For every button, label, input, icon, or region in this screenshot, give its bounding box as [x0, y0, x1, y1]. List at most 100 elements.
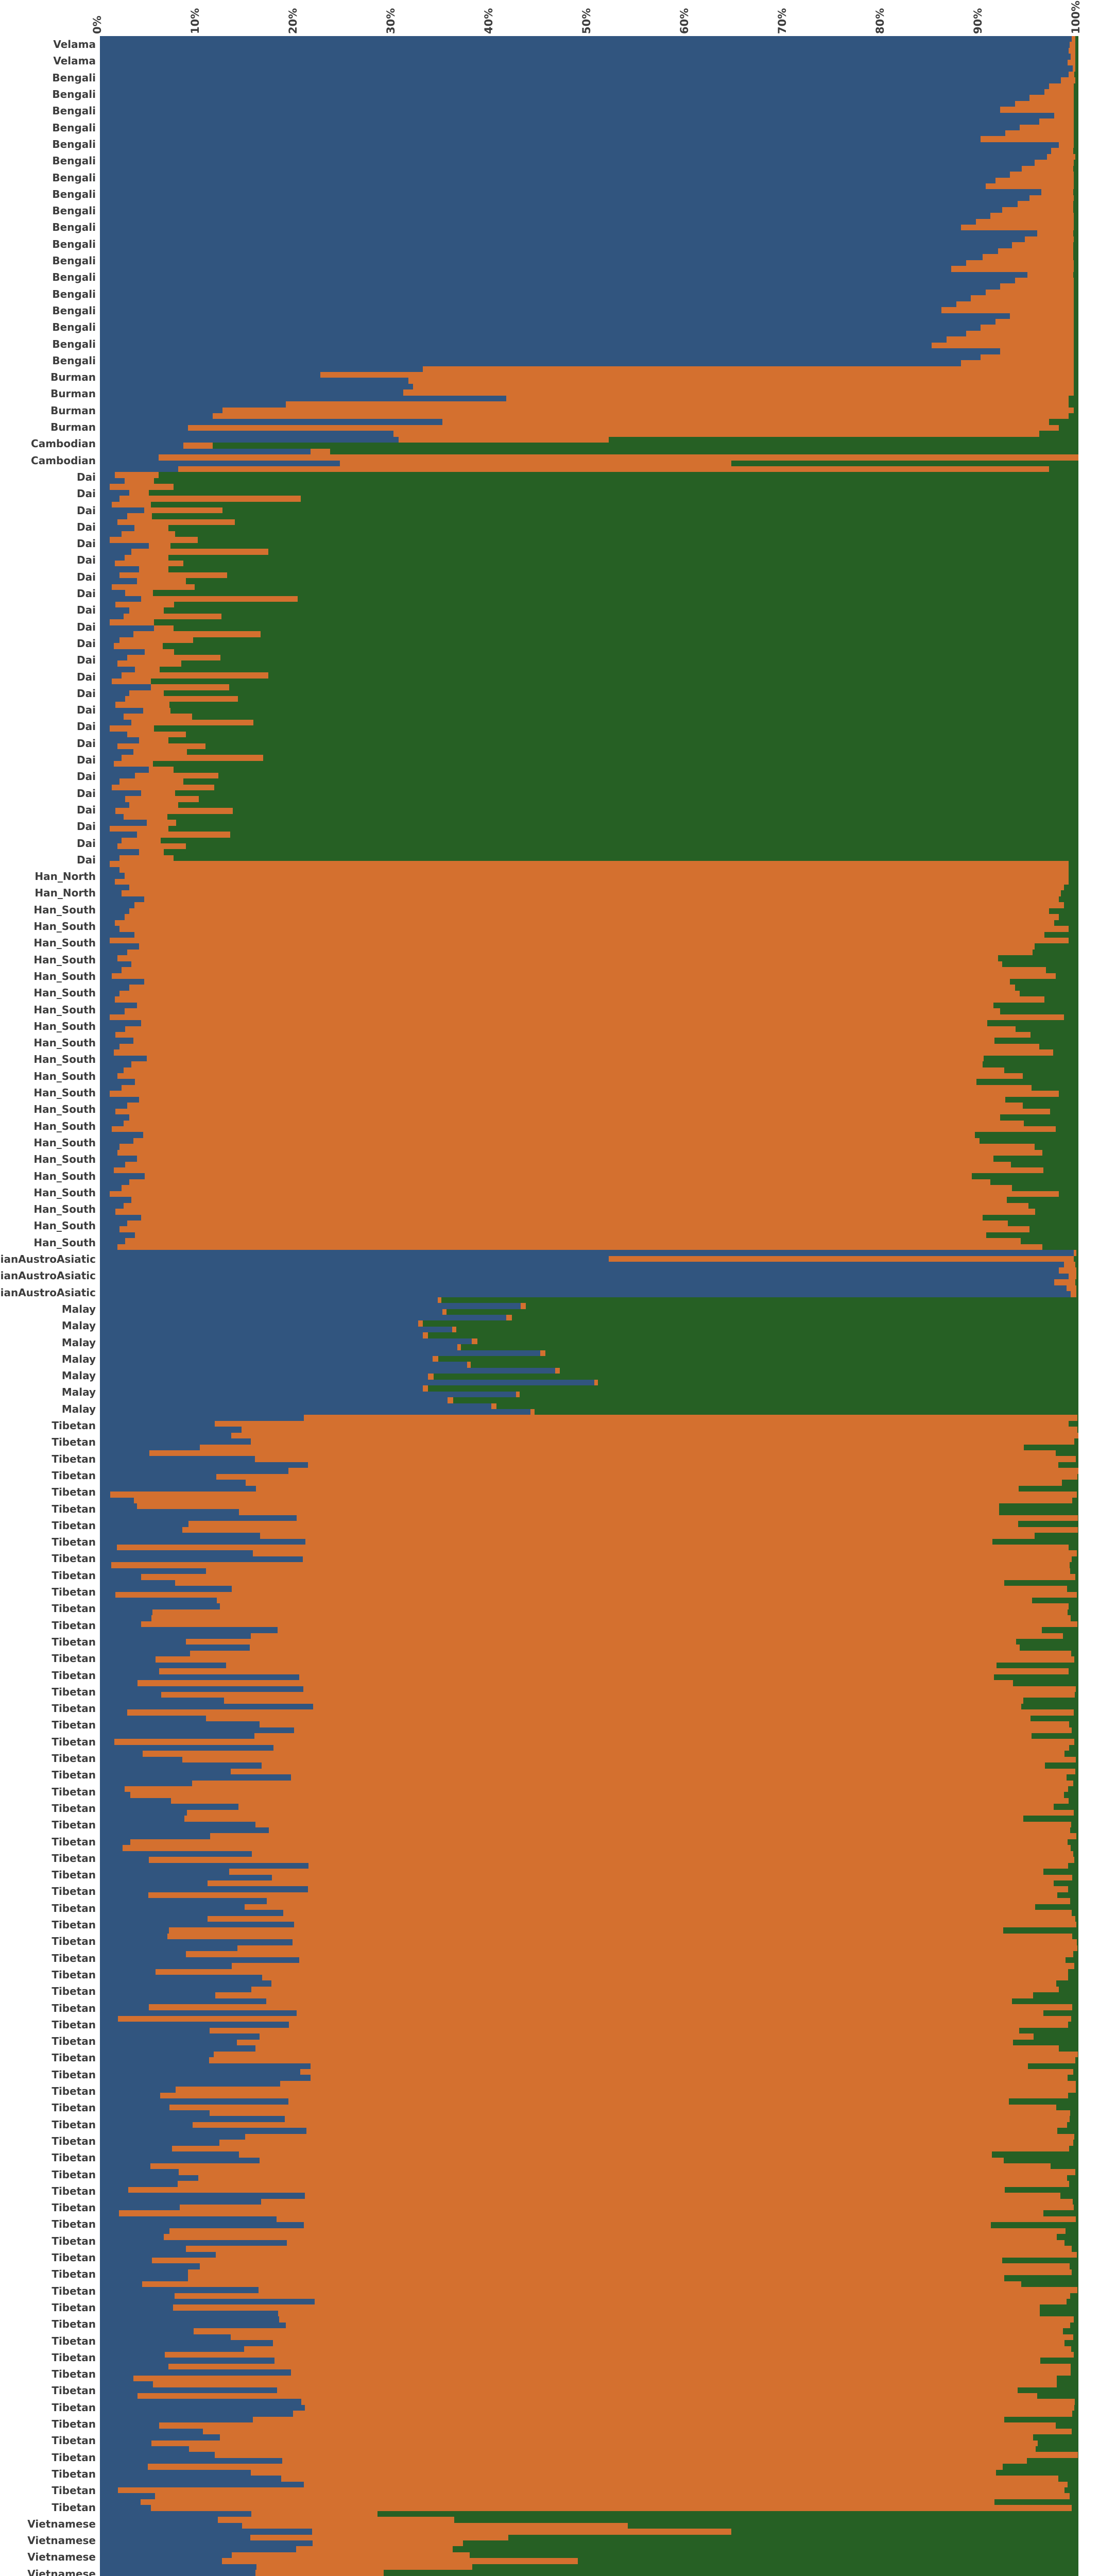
segment-component-3	[423, 1320, 1078, 1327]
admixture-bar-row	[100, 2205, 1078, 2211]
segment-component-3	[1075, 42, 1078, 48]
admixture-bar-row	[100, 1374, 1078, 1380]
segment-component-1	[100, 602, 116, 608]
segment-component-1	[100, 2193, 305, 2199]
admixture-bar-row	[100, 348, 1078, 355]
y-tick-label: Malay	[61, 1336, 96, 1349]
segment-component-3	[1073, 378, 1078, 384]
segment-component-1	[100, 1804, 238, 1810]
admixture-bar-row	[100, 990, 1078, 997]
segment-component-3	[1011, 1998, 1078, 2005]
segment-component-1	[100, 1586, 232, 1592]
segment-component-1	[100, 172, 1010, 178]
segment-component-2	[141, 1214, 983, 1221]
admixture-bar-row	[100, 537, 1078, 544]
admixture-bar-row	[100, 2452, 1078, 2459]
segment-component-2	[452, 1326, 456, 1333]
segment-component-2	[1059, 1267, 1077, 1274]
y-tick-label: Dai	[77, 537, 96, 550]
admixture-bar-row	[100, 1209, 1078, 1215]
segment-component-2	[129, 1114, 1000, 1121]
admixture-bar-row	[100, 2033, 1078, 2040]
segment-component-2	[153, 625, 174, 632]
segment-component-3	[1020, 1645, 1078, 1651]
segment-component-1	[100, 1038, 133, 1044]
segment-component-1	[100, 2481, 304, 2488]
segment-component-2	[301, 2399, 1075, 2405]
admixture-bar-row	[100, 172, 1078, 178]
segment-component-1	[100, 1173, 145, 1180]
segment-component-2	[173, 2304, 1040, 2311]
segment-component-1	[100, 1132, 143, 1139]
segment-component-2	[1037, 230, 1074, 237]
segment-component-2	[131, 1197, 1007, 1204]
segment-component-2	[222, 2558, 578, 2565]
segment-component-2	[151, 2440, 1038, 2447]
admixture-bar-row	[100, 784, 1078, 791]
admixture-bar-row	[100, 1945, 1078, 1952]
y-tick-label: Dai	[77, 787, 96, 800]
admixture-bar-row	[100, 566, 1078, 573]
y-tick-label: Cambodian	[31, 454, 96, 467]
segment-component-2	[134, 931, 1044, 938]
segment-component-2	[1020, 124, 1074, 131]
segment-component-2	[176, 2087, 1076, 2093]
segment-component-3	[1075, 1768, 1078, 1775]
segment-component-1	[100, 371, 320, 378]
admixture-bar-row	[100, 1591, 1078, 1598]
segment-component-1	[100, 1438, 251, 1445]
segment-component-3	[1075, 2169, 1078, 2176]
segment-component-3	[998, 955, 1078, 962]
segment-component-3	[1075, 47, 1078, 54]
admixture-bar-row	[100, 1603, 1078, 1610]
admixture-bar-row	[100, 1515, 1078, 1521]
segment-component-3	[994, 2499, 1078, 2505]
admixture-bar-row	[100, 277, 1078, 284]
segment-component-2	[115, 1031, 1031, 1038]
segment-component-3	[1021, 2281, 1078, 2287]
segment-component-3	[1045, 1762, 1078, 1769]
segment-component-2	[258, 2287, 1078, 2294]
segment-component-3	[461, 1344, 1078, 1351]
segment-component-1	[100, 448, 311, 455]
admixture-bar-row	[100, 2110, 1078, 2117]
segment-component-3	[1073, 130, 1078, 137]
segment-component-3	[1076, 1291, 1078, 1298]
admixture-bar-row	[100, 1432, 1078, 1439]
segment-component-3	[609, 436, 1078, 443]
segment-component-3	[1067, 2175, 1078, 2181]
segment-component-3	[983, 1055, 1078, 1062]
segment-component-2	[1060, 77, 1076, 84]
admixture-bar-row	[100, 1904, 1078, 1910]
segment-component-1	[100, 1521, 188, 1528]
segment-component-3	[1077, 1945, 1078, 1952]
y-tick-label: Tibetan	[51, 1869, 96, 1882]
segment-component-2	[209, 2027, 1020, 2034]
segment-component-3	[1075, 1262, 1078, 1268]
segment-component-1	[100, 1326, 452, 1333]
segment-component-2	[288, 2098, 1009, 2105]
admixture-bar-row	[100, 389, 1078, 396]
segment-component-1	[100, 772, 135, 779]
admixture-bar-row	[100, 2275, 1078, 2282]
y-tick-label: Tibetan	[51, 2184, 96, 2197]
admixture-bar-row	[100, 136, 1078, 143]
segment-component-3	[628, 2522, 1078, 2529]
admixture-bar-row	[100, 112, 1078, 119]
segment-component-1	[100, 996, 115, 1003]
segment-component-2	[339, 460, 731, 467]
admixture-bar-row	[100, 183, 1078, 190]
segment-component-3	[163, 690, 1078, 697]
segment-component-3	[1077, 1427, 1078, 1433]
admixture-bar-row	[100, 1161, 1078, 1168]
segment-component-2	[129, 489, 149, 496]
segment-component-1	[100, 2234, 164, 2241]
segment-component-3	[1071, 1727, 1078, 1734]
segment-component-3	[170, 543, 1078, 549]
segment-component-3	[1068, 2481, 1078, 2488]
segment-component-3	[1033, 2434, 1078, 2441]
segment-component-1	[100, 1686, 303, 1692]
y-tick-label: Dai	[77, 687, 96, 700]
segment-component-2	[133, 1497, 1073, 1504]
admixture-bar-row	[100, 755, 1078, 761]
